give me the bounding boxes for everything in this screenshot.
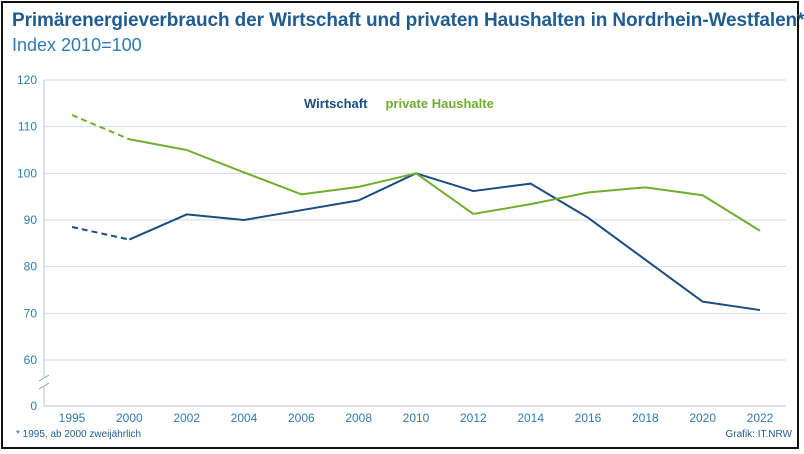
- x-tick-label: 2020: [689, 411, 716, 425]
- chart-subtitle: Index 2010=100: [12, 35, 142, 55]
- x-tick-label: 2010: [403, 411, 430, 425]
- y-tick-label: 100: [17, 166, 37, 180]
- y-tick-label: 120: [17, 73, 37, 87]
- y-tick-label: 70: [24, 306, 38, 320]
- y-tick-label: 60: [24, 353, 38, 367]
- y-tick-label: 90: [24, 213, 38, 227]
- y-tick-label: 0: [30, 399, 37, 413]
- x-tick-label: 2012: [460, 411, 487, 425]
- y-axis-break-marker: [38, 374, 50, 390]
- x-tick-label: 2004: [231, 411, 258, 425]
- chart-title: Primärenergieverbrauch der Wirtschaft un…: [12, 10, 804, 31]
- chart-frame: [1, 1, 799, 449]
- x-tick-label: 2008: [345, 411, 372, 425]
- x-tick-label: 2022: [747, 411, 774, 425]
- series-line-dashed-wirtschaft: [71, 226, 130, 241]
- y-tick-label: 110: [18, 120, 37, 134]
- y-tick-label: 80: [24, 260, 38, 274]
- legend-item-private-haushalte: private Haushalte: [385, 96, 493, 111]
- x-tick-label: 2016: [575, 411, 602, 425]
- series-line-private-haushalte: [129, 138, 761, 232]
- series-line-dashed-private-haushalte: [71, 114, 130, 141]
- legend-item-wirtschaft: Wirtschaft: [304, 96, 368, 111]
- x-tick-label: 2002: [173, 411, 200, 425]
- x-tick-label: 1995: [59, 411, 86, 425]
- footnote: * 1995, ab 2000 zweijährlich: [16, 429, 142, 440]
- x-tick-label: 2014: [517, 411, 544, 425]
- series-line-wirtschaft: [128, 172, 761, 312]
- x-tick-label: 2018: [632, 411, 659, 425]
- source-credit: Grafik: IT.NRW: [725, 429, 792, 440]
- x-tick-label: 2000: [116, 411, 143, 425]
- x-tick-label: 2006: [288, 411, 315, 425]
